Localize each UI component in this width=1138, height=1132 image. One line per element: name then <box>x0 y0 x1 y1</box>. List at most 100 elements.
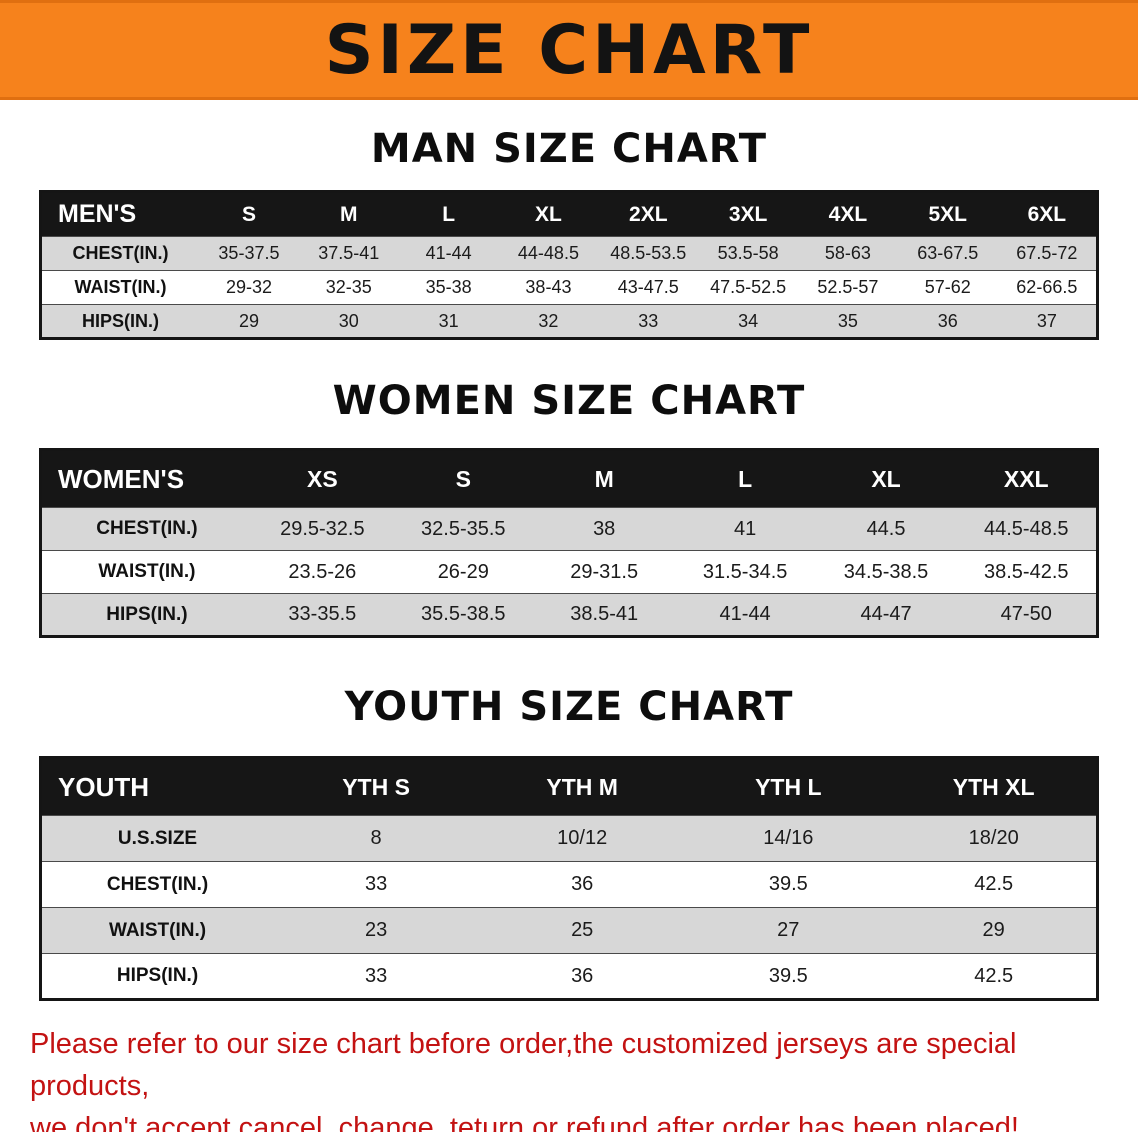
youth-size-table: YOUTH YTH S YTH M YTH L YTH XL U.S.SIZE 8 10/12… <box>39 756 1099 1001</box>
size-column-header: 5XL <box>897 191 998 237</box>
row-label: CHEST(IN.) <box>40 236 200 271</box>
table-row: CHEST(IN.) 29.5-32.5 32.5-35.5 38 41 44.5 44.5… <box>40 507 1098 551</box>
size-column-header: L <box>674 449 816 508</box>
row-label: HIPS(IN.) <box>40 953 274 1000</box>
womens-section-title: WOMEN SIZE CHART <box>332 378 806 424</box>
womens-section: WOMEN SIZE CHART WOMEN'S XS S M L XL XXL CHEST(… <box>0 378 1138 638</box>
row-label: CHEST(IN.) <box>40 861 274 908</box>
size-value: 44.5-48.5 <box>956 507 1098 551</box>
size-value: 31 <box>398 304 499 339</box>
size-column-header: 3XL <box>698 191 799 237</box>
size-value: 42.5 <box>891 861 1098 908</box>
size-column-header: 6XL <box>997 191 1098 237</box>
size-column-header: YTH S <box>273 757 480 816</box>
size-value: 47.5-52.5 <box>698 270 799 305</box>
size-value: 8 <box>273 815 480 862</box>
table-row: U.S.SIZE 8 10/12 14/16 18/20 <box>40 815 1098 862</box>
size-value: 33 <box>598 304 699 339</box>
size-value: 35.5-38.5 <box>392 593 534 637</box>
size-value: 38.5-41 <box>533 593 675 637</box>
table-row: HIPS(IN.) 29 30 31 32 33 34 35 36 37 <box>40 304 1098 339</box>
mens-section: MAN SIZE CHART MEN'S S M L XL 2XL 3XL 4XL 5XL 6XL… <box>0 126 1138 340</box>
size-column-header: 2XL <box>598 191 699 237</box>
size-value: 42.5 <box>891 953 1098 1000</box>
size-value: 36 <box>479 953 686 1000</box>
table-row: WAIST(IN.) 29-32 32-35 35-38 38-43 43-47.5 47.… <box>40 270 1098 305</box>
size-column-header: XXL <box>956 449 1098 508</box>
size-column-header: XL <box>498 191 599 237</box>
size-value: 29-32 <box>199 270 299 305</box>
size-value: 43-47.5 <box>598 270 699 305</box>
size-value: 48.5-53.5 <box>598 236 699 271</box>
size-value: 37 <box>997 304 1098 339</box>
size-value: 53.5-58 <box>698 236 799 271</box>
size-value: 41 <box>674 507 816 551</box>
size-value: 32.5-35.5 <box>392 507 534 551</box>
disclaimer-line-2: we don't accept cancel, change, teturn o… <box>30 1112 1019 1132</box>
size-column-header: 4XL <box>798 191 898 237</box>
size-column-header: XS <box>251 449 393 508</box>
size-value: 39.5 <box>685 953 892 1000</box>
size-value: 44-48.5 <box>498 236 599 271</box>
size-column-header: S <box>199 191 299 237</box>
size-value: 38-43 <box>498 270 599 305</box>
size-value: 34 <box>698 304 799 339</box>
table-row: CHEST(IN.) 35-37.5 37.5-41 41-44 44-48.5 48.5… <box>40 236 1098 271</box>
size-value: 33 <box>273 861 480 908</box>
table-row: WAIST(IN.) 23 25 27 29 <box>40 907 1098 954</box>
size-value: 30 <box>298 304 399 339</box>
size-column-header: M <box>533 449 675 508</box>
page-title: SIZE CHART <box>324 10 814 90</box>
size-value: 35-38 <box>398 270 499 305</box>
size-value: 29-31.5 <box>533 550 675 594</box>
size-value: 29 <box>199 304 299 339</box>
size-value: 32 <box>498 304 599 339</box>
row-label: WAIST(IN.) <box>40 550 252 594</box>
size-value: 39.5 <box>685 861 892 908</box>
row-label: WAIST(IN.) <box>40 270 200 305</box>
row-label: HIPS(IN.) <box>40 593 252 637</box>
size-value: 23.5-26 <box>251 550 393 594</box>
size-value: 27 <box>685 907 892 954</box>
size-value: 32-35 <box>298 270 399 305</box>
size-value: 18/20 <box>891 815 1098 862</box>
size-value: 36 <box>479 861 686 908</box>
size-value: 35-37.5 <box>199 236 299 271</box>
size-value: 41-44 <box>674 593 816 637</box>
size-value: 36 <box>897 304 998 339</box>
size-value: 58-63 <box>798 236 898 271</box>
disclaimer-note: Please refer to our size chart before or… <box>30 1023 1138 1132</box>
size-value: 38.5-42.5 <box>956 550 1098 594</box>
table-row: HIPS(IN.) 33 36 39.5 42.5 <box>40 953 1098 1000</box>
size-value: 10/12 <box>479 815 686 862</box>
youth-section: YOUTH SIZE CHART YOUTH YTH S YTH M YTH L YTH… <box>0 684 1138 1001</box>
row-label: CHEST(IN.) <box>40 507 252 551</box>
size-value: 44.5 <box>815 507 957 551</box>
table-row: HIPS(IN.) 33-35.5 35.5-38.5 38.5-41 41-44 44-… <box>40 593 1098 637</box>
row-label: U.S.SIZE <box>40 815 274 862</box>
table-corner-label: MEN'S <box>40 191 200 237</box>
row-label: HIPS(IN.) <box>40 304 200 339</box>
size-column-header: M <box>298 191 399 237</box>
size-value: 35 <box>798 304 898 339</box>
size-value: 63-67.5 <box>897 236 998 271</box>
size-column-header: YTH L <box>685 757 892 816</box>
size-value: 25 <box>479 907 686 954</box>
mens-section-title: MAN SIZE CHART <box>370 126 768 172</box>
size-value: 52.5-57 <box>798 270 898 305</box>
size-value: 67.5-72 <box>997 236 1098 271</box>
row-label: WAIST(IN.) <box>40 907 274 954</box>
size-value: 33-35.5 <box>251 593 393 637</box>
size-value: 62-66.5 <box>997 270 1098 305</box>
size-value: 37.5-41 <box>298 236 399 271</box>
size-value: 26-29 <box>392 550 534 594</box>
youth-section-title: YOUTH SIZE CHART <box>344 684 794 730</box>
size-column-header: YTH XL <box>891 757 1098 816</box>
size-chart-banner: SIZE CHART <box>0 0 1138 100</box>
disclaimer-line-1: Please refer to our size chart before or… <box>30 1028 1017 1103</box>
table-row: CHEST(IN.) 33 36 39.5 42.5 <box>40 861 1098 908</box>
size-value: 23 <box>273 907 480 954</box>
table-corner-label: WOMEN'S <box>40 449 252 508</box>
mens-size-table: MEN'S S M L XL 2XL 3XL 4XL 5XL 6XL CHEST(IN.) 35-37… <box>39 190 1099 340</box>
